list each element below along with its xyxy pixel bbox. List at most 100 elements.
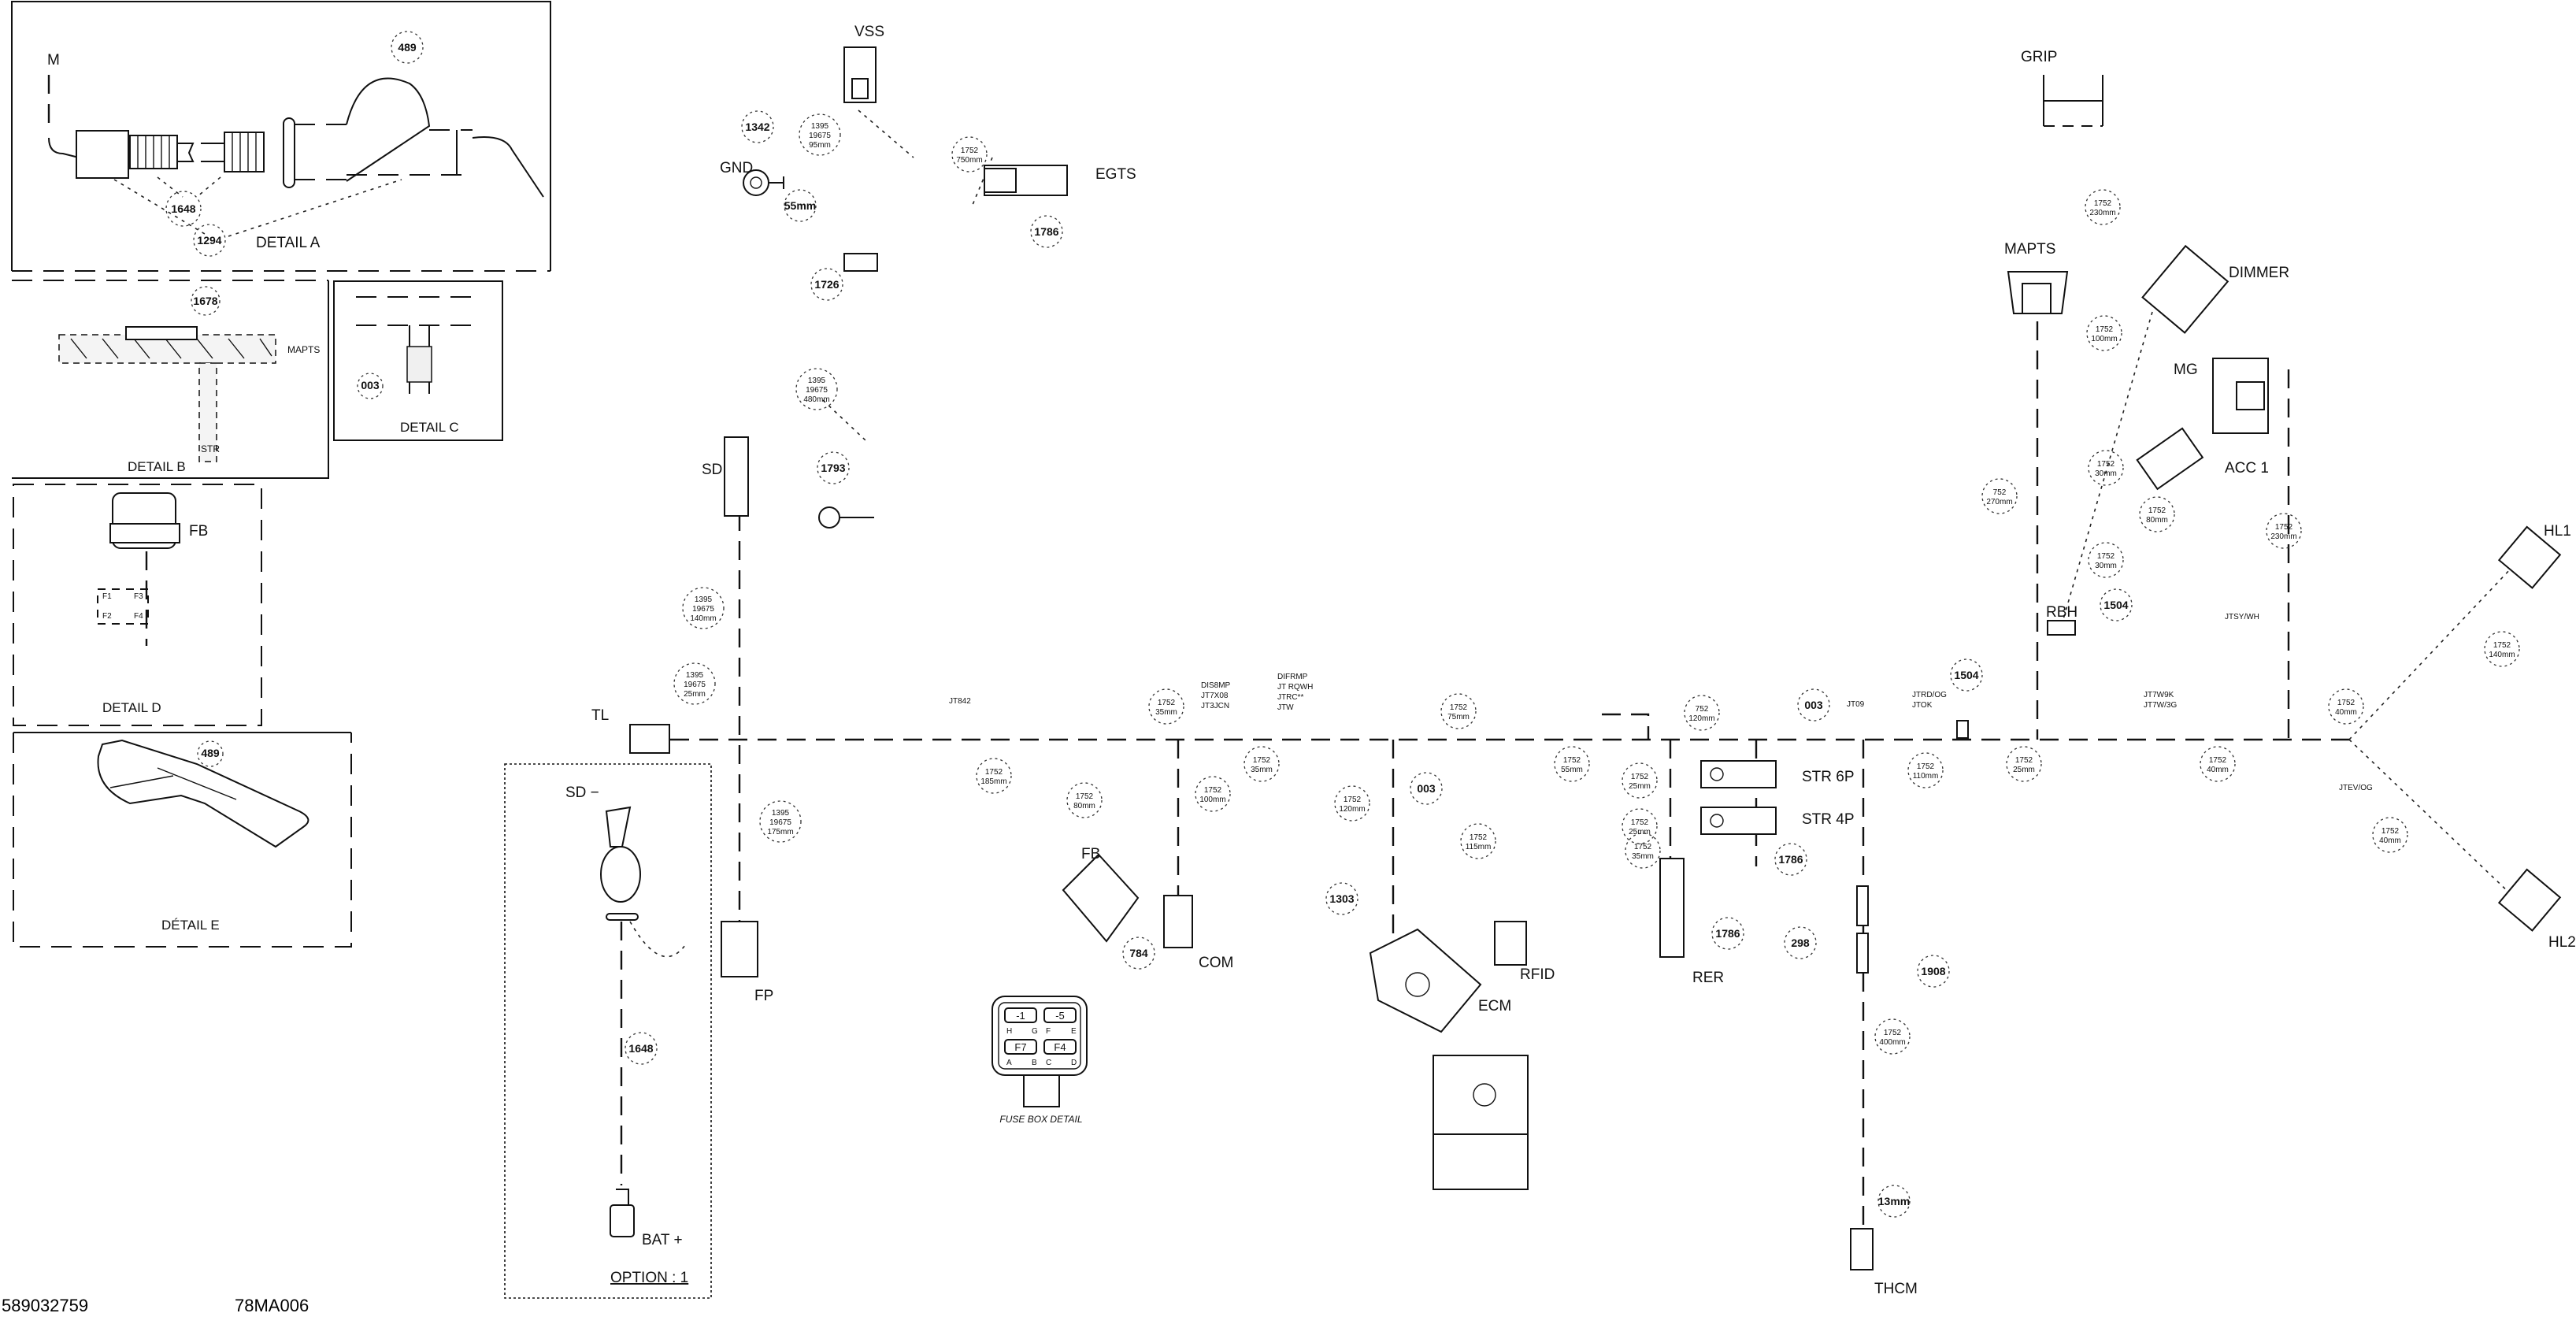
wire-code-label: JTW	[1277, 703, 1294, 712]
callout-text: 75mm	[1447, 713, 1470, 721]
svg-text:489: 489	[201, 747, 220, 759]
callout-text: 1504	[2103, 599, 2128, 611]
callout-text: 55mm	[784, 199, 816, 212]
detail-a: M 489 1648 1294 DETAIL A	[11, 1, 551, 272]
part-number: 589032759	[2, 1296, 88, 1315]
callout-text: 1752	[2015, 756, 2033, 765]
callout-text: 1342	[745, 121, 769, 133]
rfid-connector	[1494, 921, 1527, 966]
wire-code-label: JT7W/3G	[2144, 701, 2177, 710]
callout-text: 1395	[808, 376, 826, 385]
callout-489: 489	[197, 740, 224, 767]
detail-d: FB F1 F3 F2 F4 DETAIL D	[13, 484, 262, 726]
callout-text: 1752	[2097, 460, 2115, 469]
connector-label-acc-1: ACC 1	[2225, 460, 2269, 477]
callout-text: 752	[1993, 488, 2007, 497]
connector-label-grip: GRIP	[2021, 49, 2057, 65]
callout-text: 1752	[2097, 552, 2115, 561]
connector-label-tl: TL	[591, 707, 609, 724]
svg-text:F4: F4	[1054, 1041, 1066, 1053]
callout-003: 003	[357, 373, 384, 399]
callout-text: 25mm	[2013, 766, 2035, 774]
connector-label-str-4p: STR 4P	[1802, 811, 1855, 828]
splice-1504	[1956, 720, 1969, 739]
callout-text: 1752	[985, 768, 1003, 777]
callout-text: 13mm	[1878, 1195, 1910, 1207]
callout-text: 30mm	[2095, 562, 2117, 570]
svg-text:F3: F3	[134, 592, 143, 601]
splice-298-b	[1856, 933, 1869, 974]
rbh-connector	[2047, 620, 2076, 636]
callout-text: 1752	[1253, 756, 1271, 765]
callout-1793: 1793	[817, 451, 850, 484]
callout-text: 1786	[1034, 225, 1058, 238]
callout-text: 298	[1791, 937, 1810, 949]
svg-text:F7: F7	[1014, 1041, 1026, 1053]
connector-label-ecm: ECM	[1478, 998, 1511, 1014]
callout-text: 110mm	[1913, 772, 1939, 781]
detail-e: 489 DÉTAIL E	[13, 732, 352, 948]
svg-text:F2: F2	[102, 612, 112, 621]
callout-text: 270mm	[1986, 498, 2012, 506]
detail-b-title: DETAIL B	[128, 459, 186, 474]
callout-text: 185mm	[980, 777, 1006, 786]
svg-text:1294: 1294	[197, 234, 221, 247]
callout-text: 19675	[684, 681, 706, 689]
wire-code-label: JT842	[949, 697, 971, 706]
callout-text: 120mm	[1339, 805, 1365, 814]
callout-1786: 1786	[1030, 215, 1063, 248]
callout-text: 25mm	[684, 690, 706, 699]
detail-e-title: DÉTAIL E	[161, 918, 220, 933]
connector-label-sd: SD	[702, 462, 722, 478]
callout-text: 95mm	[809, 141, 831, 150]
callout-text: 40mm	[2335, 708, 2357, 717]
callout-text: 1752	[2209, 756, 2227, 765]
fb-connector	[1062, 853, 1140, 943]
callout-text: 120mm	[1688, 714, 1714, 723]
callout-003: 003	[1797, 688, 1830, 721]
callout-1648: 1648	[165, 191, 202, 227]
callout-text: 003	[1804, 699, 1823, 711]
connector-label-str-6p: STR 6P	[1802, 769, 1855, 785]
callout-1648: 1648	[625, 1032, 658, 1065]
callout-text: 400mm	[1879, 1038, 1905, 1047]
callout-text: 1395	[695, 595, 713, 604]
callout-text: 1395	[811, 122, 829, 131]
connector-label-bat-plus: BAT +	[642, 1232, 683, 1248]
splice-1726	[843, 253, 878, 272]
callout-1726: 1726	[810, 268, 843, 301]
drawing-code: 78MA006	[235, 1296, 309, 1315]
connector-label-thcm: THCM	[1874, 1281, 1918, 1297]
svg-text:B: B	[1032, 1059, 1037, 1067]
callout-text: 1786	[1778, 853, 1803, 866]
callout-text: 1648	[628, 1042, 653, 1055]
callout-784: 784	[1122, 937, 1155, 970]
thcm-connector	[1850, 1228, 1874, 1270]
fuse-box-title: FUSE BOX DETAIL	[999, 1114, 1082, 1125]
acc-1-connector	[2136, 427, 2204, 491]
callout-text: 1752	[1634, 843, 1652, 851]
svg-text:003: 003	[361, 379, 380, 391]
splice-298-a	[1856, 885, 1869, 926]
connector-label-vss: VSS	[854, 24, 884, 40]
svg-text:-5: -5	[1055, 1010, 1065, 1022]
callout-text: 25mm	[1629, 782, 1651, 791]
svg-text:H: H	[1006, 1027, 1012, 1036]
callout-text: 40mm	[2207, 766, 2229, 774]
